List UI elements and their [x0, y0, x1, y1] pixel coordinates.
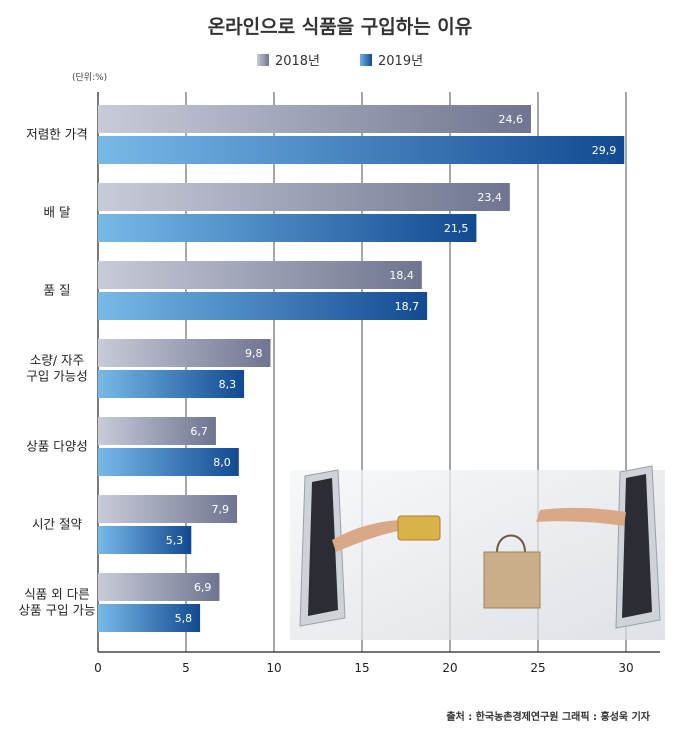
bar-2019년-1 — [98, 214, 477, 242]
legend-item-2019: 2019년 — [360, 50, 423, 69]
bar-2018년-0 — [98, 105, 531, 133]
legend-item-2018: 2018년 — [256, 50, 320, 69]
bar-2018년-4 — [98, 417, 216, 445]
x-tick-label: 10 — [266, 661, 281, 675]
bar-2018년-3 — [98, 339, 271, 367]
bar-2018년-1 — [98, 183, 510, 211]
legend-swatch-2018 — [256, 53, 269, 66]
category-label: 상품 다양성 — [26, 439, 87, 454]
data-label: 8,0 — [213, 456, 231, 469]
category-label: 식품 외 다른 — [24, 587, 89, 602]
category-label: 소량/ 자주 — [30, 353, 84, 368]
legend-swatch-2019 — [360, 53, 372, 66]
bar-2018년-2 — [98, 261, 422, 289]
data-label: 9,8 — [245, 347, 263, 360]
category-label: 저렴한 가격 — [26, 127, 87, 142]
data-label: 21,5 — [444, 222, 469, 235]
category-label: 구입 가능성 — [26, 369, 87, 384]
category-label: 시간 절약 — [32, 517, 82, 532]
labels-layer: 0 5 10 15 20 25 30 24,6 29,9 저렴한 가격 23,4 21,5 배 달 18,… — [19, 113, 634, 675]
left-monitor-screen — [308, 478, 338, 616]
right-arm — [536, 507, 626, 526]
category-label: 배 달 — [44, 205, 71, 220]
data-label: 18,7 — [395, 300, 420, 313]
data-label: 18,4 — [389, 269, 414, 282]
bar-2019년-2 — [98, 292, 428, 320]
x-tick-label: 25 — [530, 661, 545, 675]
x-tick-label: 15 — [354, 661, 369, 675]
shopping-bag-icon — [483, 551, 541, 609]
bar-2018년-5 — [98, 495, 238, 523]
data-label: 6,7 — [190, 425, 208, 438]
x-tick-label: 30 — [618, 661, 633, 675]
bar-2019년-6 — [98, 604, 201, 632]
right-monitor-screen — [622, 474, 652, 618]
bar-2019년-3 — [98, 370, 245, 398]
bar-2018년-6 — [98, 573, 220, 601]
bars-layer — [98, 105, 625, 632]
data-label: 29,9 — [592, 144, 617, 157]
x-tick-label: 0 — [94, 661, 102, 675]
legend-label-2019: 2019년 — [378, 54, 424, 69]
source-credit: 출처 : 한국농촌경제연구원 그래픽 : 홍성욱 기자 — [446, 712, 650, 723]
shopping-bag-handle — [496, 534, 526, 553]
x-tick-label: 5 — [182, 661, 190, 675]
bar-2019년-0 — [98, 136, 625, 164]
unit-label: (단위:%) — [72, 73, 108, 83]
chart-title: 온라인으로 식품을 구입하는 이유 — [207, 16, 473, 38]
left-arm — [332, 520, 404, 552]
data-label: 7,9 — [212, 503, 230, 516]
credit-card-icon — [397, 515, 441, 541]
data-label: 8,3 — [219, 378, 237, 391]
bar-2019년-4 — [98, 448, 239, 476]
data-label: 5,8 — [175, 612, 193, 625]
legend: 2018년 2019년 — [0, 50, 680, 69]
bar-2019년-5 — [98, 526, 192, 554]
data-label: 24,6 — [498, 113, 523, 126]
category-label: 품 질 — [44, 283, 71, 298]
data-label: 6,9 — [194, 581, 212, 594]
online-shopping-illustration — [290, 465, 665, 640]
x-tick-label: 20 — [442, 661, 457, 675]
data-label: 23,4 — [477, 191, 502, 204]
illustration-backdrop — [290, 470, 665, 640]
data-label: 5,3 — [166, 534, 184, 547]
legend-label-2018: 2018년 — [274, 54, 320, 69]
category-label: 상품 구입 가능 — [19, 603, 96, 618]
